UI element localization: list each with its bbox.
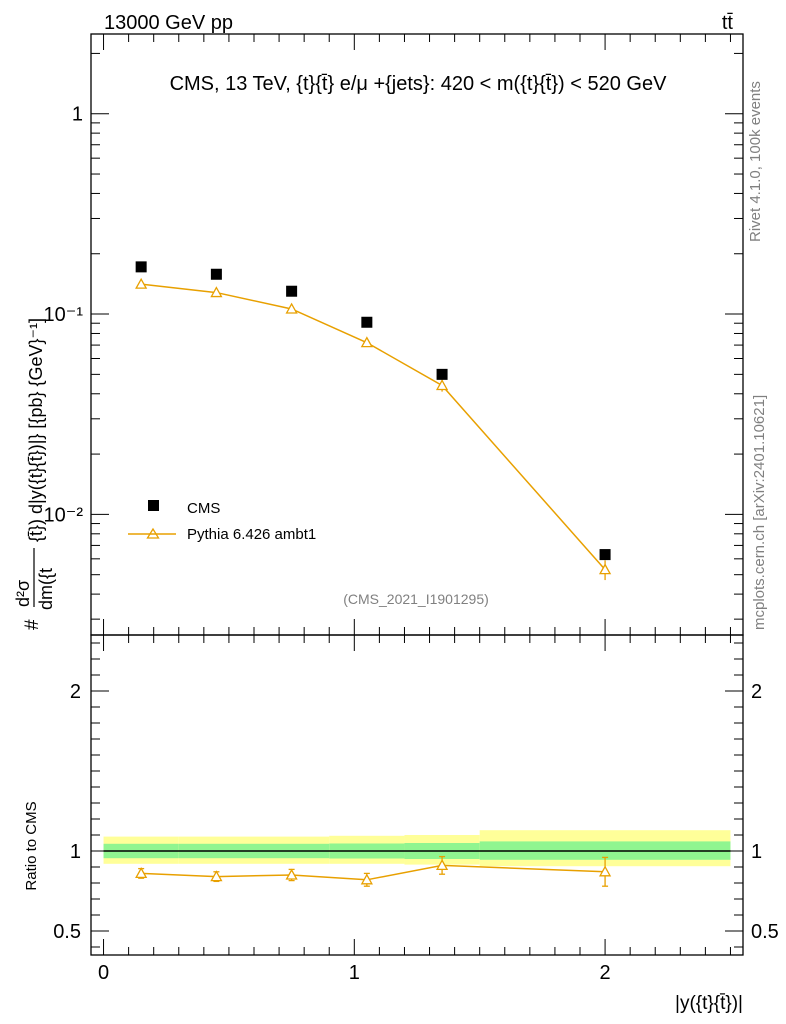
ratio-pythia-line <box>141 864 606 881</box>
header-left: 13000 GeV pp <box>104 12 233 34</box>
cms-point <box>361 316 373 328</box>
ratio-pythia-point <box>285 868 298 880</box>
ratio-y-tick-label-right: 2 <box>751 681 762 703</box>
x-tick-label: 2 <box>600 962 611 984</box>
ratio-y-tick-label-left: 0.5 <box>53 921 81 943</box>
x-tick-label: 0 <box>98 962 109 984</box>
main-series-layer <box>135 261 612 581</box>
legend-pythia-marker <box>146 527 160 539</box>
main-y-tick-label: 10⁻² <box>44 504 84 526</box>
header-right: tt̄ <box>722 12 734 34</box>
ratio-y-tick-label-left: 1 <box>70 841 81 863</box>
cms-point <box>599 549 611 561</box>
ratio-axes: 0.5 0.5 1 1 2 2 0 1 2 <box>53 634 779 984</box>
cms-point <box>286 285 298 297</box>
pythia-line <box>141 283 606 571</box>
ratio-frame <box>90 634 744 956</box>
legend-pythia-label: Pythia 6.426 ambt1 <box>187 526 316 543</box>
ratio-series-layer <box>135 855 612 887</box>
main-y-tick-label: 1 <box>72 104 83 126</box>
x-tick-label: 1 <box>349 962 360 984</box>
main-y-tick-label: 10⁻¹ <box>44 304 84 326</box>
pythia-point <box>210 286 223 298</box>
pythia-point <box>435 379 449 391</box>
legend: CMS Pythia 6.426 ambt1 <box>128 500 316 543</box>
ratio-pythia-point <box>435 859 449 871</box>
x-axis-label: |y({t}{t̄})| <box>675 993 743 1014</box>
ratio-pythia-point <box>210 870 223 882</box>
rivet-label: Rivet 4.1.0, 100k events <box>747 81 764 242</box>
main-frame <box>90 33 744 636</box>
ratio-y-tick-label-left: 2 <box>70 681 81 703</box>
main-axes: 1 10⁻¹ 10⁻² <box>44 33 744 636</box>
ratio-pythia-point <box>135 867 148 879</box>
main-ylabel: # d²σ dm({t {t̄}) d|y({t}{t̄})|} [{pb} {… <box>13 318 56 630</box>
analysis-tag: (CMS_2021_I1901295) <box>343 591 489 607</box>
cms-point <box>436 368 448 380</box>
pythia-point <box>285 302 298 314</box>
legend-cms-marker <box>148 500 159 511</box>
cms-point <box>135 261 147 273</box>
cms-point <box>210 268 222 280</box>
ratio-pythia-point <box>598 865 612 877</box>
main-title: CMS, 13 TeV, {t}{t̄} e/μ +{jets}: 420 < … <box>170 73 668 95</box>
mcplots-label: mcplots.cern.ch [arXiv:2401.10621] <box>751 395 768 630</box>
legend-cms-label: CMS <box>187 500 220 517</box>
pythia-point <box>135 277 148 289</box>
pythia-point <box>360 336 373 348</box>
main-ylabel-frac-den: dm({t <box>36 568 56 610</box>
ratio-bands <box>103 830 731 867</box>
ratio-y-tick-label-right: 1 <box>751 841 762 863</box>
pythia-point <box>598 563 612 575</box>
main-ylabel-rest: {t̄}) d|y({t}{t̄})|} [{pb} {GeV}⁻¹] <box>26 318 46 542</box>
main-ylabel-frac-num: d²σ <box>13 580 33 607</box>
ratio-ylabel: Ratio to CMS <box>23 801 40 890</box>
ratio-pythia-point <box>360 873 373 885</box>
main-ylabel-hash: # <box>22 619 43 630</box>
ratio-y-tick-label-right: 0.5 <box>751 921 779 943</box>
